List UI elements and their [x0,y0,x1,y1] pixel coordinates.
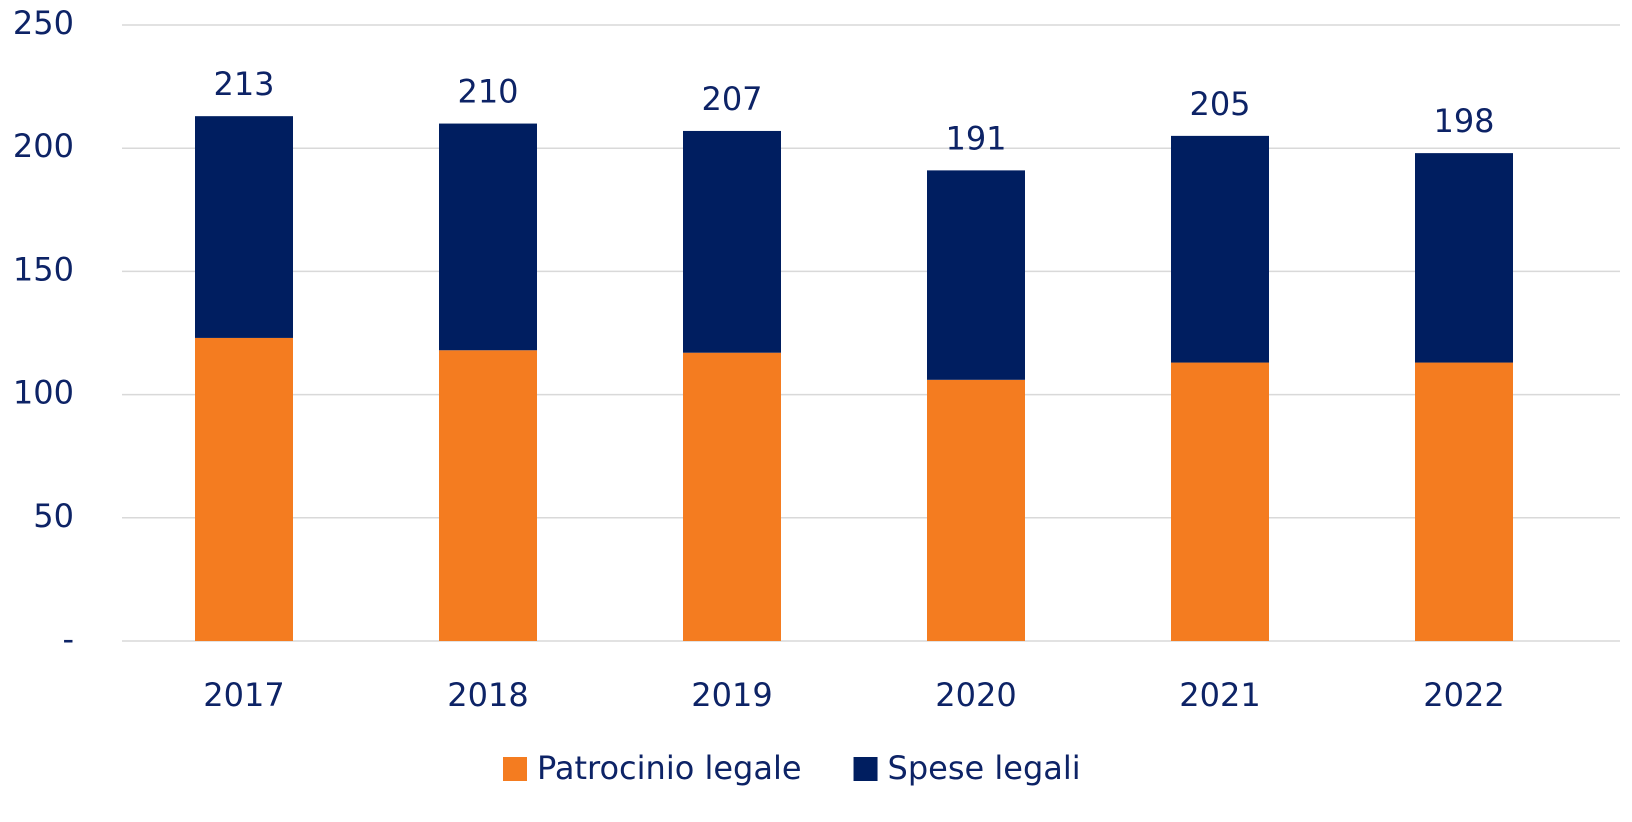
legend-swatch [853,757,878,781]
bar-segment [927,170,1025,380]
y-tick-label: 100 [13,374,74,412]
bar-segment [1171,135,1269,363]
x-tick-label: 2017 [203,676,284,714]
total-label: 198 [1433,102,1494,140]
total-label: 210 [457,73,518,111]
bar-segment [683,130,781,353]
bar-segment [683,352,781,641]
legend-label: Patrocinio legale [537,749,802,787]
bar-segment [1415,362,1513,641]
total-label: 191 [945,119,1006,157]
y-tick-label: 150 [13,250,74,288]
x-tick-label: 2020 [935,676,1016,714]
total-label: 205 [1189,85,1250,123]
y-tick-label: 50 [33,497,74,535]
x-tick-label: 2019 [691,676,772,714]
bar-segment [195,337,293,641]
x-tick-label: 2022 [1423,676,1504,714]
y-tick-label: - [62,620,74,658]
bar-segment [439,123,537,351]
total-label: 213 [213,65,274,103]
y-tick-label: 200 [13,127,74,165]
total-label: 207 [701,80,762,118]
legend-label: Spese legali [888,749,1081,787]
y-tick-label: 250 [13,4,74,42]
bar-segment [1171,362,1269,641]
legend-swatch [503,757,527,781]
bar-segment [927,379,1025,641]
bar-segment [195,116,293,338]
x-tick-label: 2021 [1179,676,1260,714]
bar-segment [1415,153,1513,363]
x-tick-label: 2018 [447,676,528,714]
bar-segment [439,350,537,641]
